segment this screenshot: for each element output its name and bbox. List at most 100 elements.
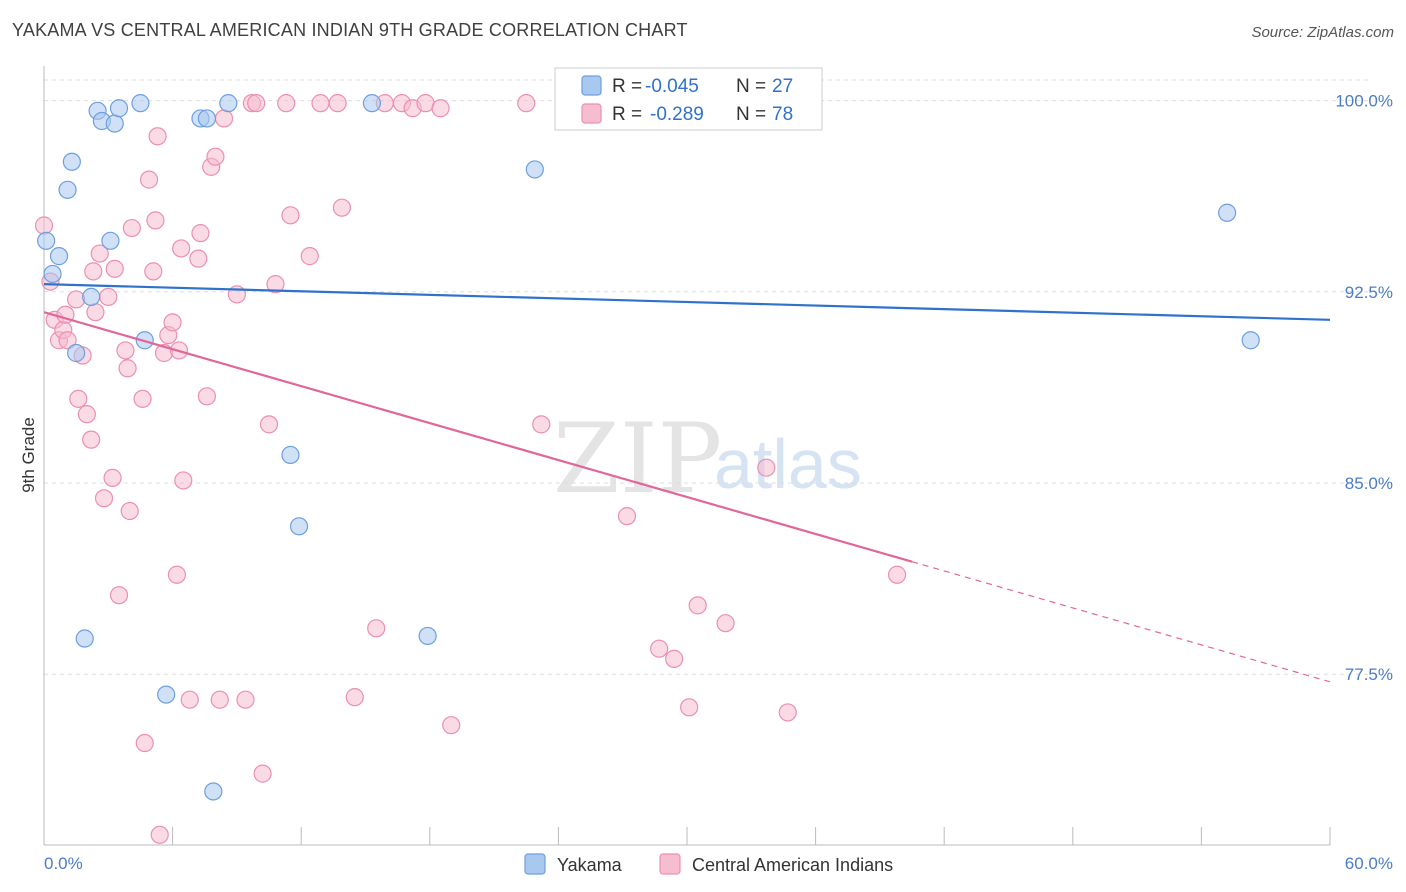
point-central-american-indian [139,170,159,189]
point-central-american-indian [180,690,199,709]
point-central-american-indian [442,716,461,735]
point-central-american-indian [77,405,96,424]
point-central-american-indian [367,619,386,638]
point-yakama [289,517,309,536]
watermark: ZIP atlas [553,403,862,515]
point-central-american-indian [680,698,699,717]
point-central-american-indian [253,764,272,783]
point-central-american-indian [67,290,86,309]
point-yakama [418,626,437,646]
point-central-american-indian [135,733,154,753]
point-central-american-indian [150,825,169,844]
point-yakama [75,629,94,648]
legend-r-label-yakama: R = [612,76,642,97]
point-yakama [1241,331,1260,350]
point-yakama [62,152,81,171]
legend-swatch-central-american-indians [581,103,602,124]
point-central-american-indian [34,216,54,235]
legend-n-value-central-american-indians: 78 [772,104,793,125]
point-central-american-indian [167,565,186,584]
point-central-american-indian [120,501,139,521]
point-central-american-indian [197,387,216,406]
x-tick-label-min: 0.0% [44,854,83,873]
y-tick-label: 85.0% [1345,474,1393,493]
point-central-american-indian [191,224,210,243]
point-yakama [43,264,62,284]
point-central-american-indian [103,468,122,487]
point-central-american-indian [210,690,229,709]
legend-r-value-yakama: -0.045 [645,76,699,97]
point-yakama [204,782,223,801]
point-central-american-indian [174,471,193,490]
point-central-american-indian [172,239,191,258]
point-central-american-indian [58,331,77,350]
point-central-american-indian [247,94,266,113]
bottom-legend-label-central-american-indians: Central American Indians [692,855,893,875]
point-central-american-indian [163,313,182,332]
point-yakama [362,94,382,113]
point-central-american-indian [118,359,137,378]
legend-swatch-yakama [581,75,602,96]
legend-n-label-central-american-indians: N = [736,104,766,125]
point-central-american-indian [688,596,707,615]
trend-line-yakama [43,283,1331,321]
point-central-american-indian [84,262,103,281]
bottom-legend: Yakama Central American Indians [524,853,893,875]
point-central-american-indian [90,244,109,263]
point-yakama [37,231,56,250]
y-tick-label: 92.5% [1345,283,1393,302]
y-axis-label: 9th Grade [19,417,38,493]
point-central-american-indian [116,341,135,360]
point-yakama [281,445,300,465]
point-central-american-indian [236,690,255,709]
trend-lines [43,283,1331,683]
point-central-american-indian [281,206,300,225]
legend: R = -0.045 N = 27 R = -0.289 N = 78 [554,67,823,131]
point-central-american-indian [109,586,129,605]
trend-line-central-american-indians [43,311,913,563]
point-central-american-indian [82,430,101,449]
point-central-american-indian [716,614,735,633]
x-tick-label-max: 60.0% [1345,854,1393,873]
point-central-american-indian [757,458,776,477]
point-yakama [82,287,101,306]
point-yakama [157,685,176,704]
point-yakama [67,343,86,363]
point-central-american-indian [105,259,124,278]
point-central-american-indian [650,639,669,658]
y-tick-label: 100.0% [1335,92,1393,111]
point-central-american-indian [214,109,234,128]
point-yakama [105,114,124,133]
point-central-american-indian [99,287,118,306]
point-central-american-indian [332,198,352,217]
point-yakama [49,247,69,266]
chart-title: YAKAMA VS CENTRAL AMERICAN INDIAN 9TH GR… [12,20,688,40]
point-central-american-indian [144,262,163,281]
point-central-american-indian [311,94,330,113]
point-central-american-indian [133,389,152,408]
gridlines [44,79,1370,675]
point-yakama [219,94,238,113]
legend-n-value-yakama: 27 [772,76,793,97]
point-central-american-indian [517,94,536,113]
legend-n-label-yakama: N = [736,76,766,97]
point-central-american-indian [86,303,105,322]
axes: 77.5% 85.0% 92.5% 100.0% 0.0% 60.0% 9th Grade [19,66,1393,873]
point-central-american-indian [665,649,684,668]
bottom-legend-swatch-yakama [524,853,546,875]
point-central-american-indian [148,127,167,146]
point-central-american-indian [122,218,141,238]
point-central-american-indian [328,94,347,113]
point-central-american-indian [259,415,279,434]
point-central-american-indian [94,489,114,508]
watermark-zip: ZIP [553,403,722,515]
point-yakama [131,94,150,113]
point-central-american-indian [266,275,285,294]
bottom-legend-label-yakama: Yakama [557,855,623,875]
point-central-american-indian [431,99,450,118]
point-central-american-indian [532,415,551,434]
y-tick-label: 77.5% [1345,665,1393,684]
watermark-atlas: atlas [714,425,862,503]
point-central-american-indian [146,211,165,230]
